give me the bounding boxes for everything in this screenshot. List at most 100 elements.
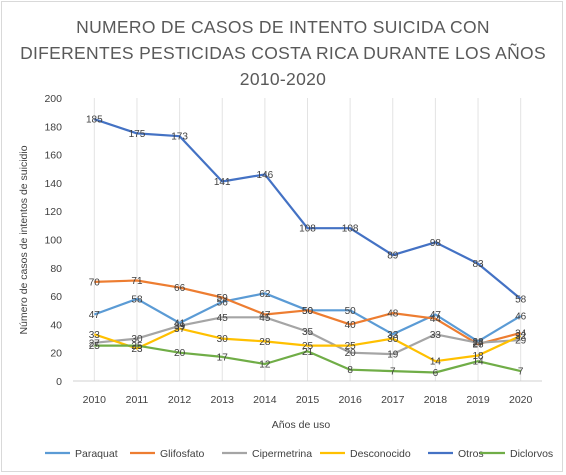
data-label-desconocido: 14 (430, 357, 442, 368)
chart-title-line-1: NUMERO DE CASOS DE INTENTO SUICIDA CON (76, 17, 490, 37)
y-tick-label: 60 (50, 291, 62, 303)
data-label-diclorvos: 17 (217, 352, 229, 363)
data-label-paraquat: 47 (430, 310, 442, 321)
data-label-paraquat: 50 (345, 306, 357, 317)
data-label-cipermetrina: 29 (515, 335, 527, 346)
data-label-otros: 108 (342, 224, 359, 235)
chart-title-line-3: 2010-2020 (239, 69, 327, 89)
y-tick-label: 20 (50, 348, 62, 360)
series-line-otros (93, 118, 522, 300)
data-label-cipermetrina: 33 (430, 330, 442, 341)
data-label-glifosfato: 40 (345, 320, 357, 331)
y-tick-label: 120 (44, 206, 62, 218)
data-label-desconocido: 30 (217, 334, 229, 345)
series-lines (93, 118, 522, 374)
y-tick-label: 0 (56, 376, 62, 388)
chart-title: NUMERO DE CASOS DE INTENTO SUICIDA CON D… (0, 14, 566, 92)
data-label-otros: 98 (430, 238, 442, 249)
data-label-glifosfato: 44 (430, 314, 442, 325)
legend-label-diclorvos: Diclorvos (510, 448, 553, 460)
x-tick-label: 2017 (381, 394, 405, 406)
y-axis-label: Número de casos de intentos de suicidio (18, 145, 30, 334)
data-label-diclorvos: 7 (390, 367, 396, 378)
data-label-paraquat: 28 (472, 337, 484, 348)
data-label-paraquat: 41 (174, 318, 186, 329)
data-label-desconocido: 25 (345, 341, 357, 352)
x-tick-label: 2013 (211, 394, 235, 406)
data-label-otros: 83 (472, 259, 484, 270)
series-line-diclorvos (94, 344, 521, 374)
data-label-glifosfato: 50 (302, 306, 314, 317)
data-label-otros: 146 (257, 170, 274, 181)
x-tick-label: 2019 (466, 394, 490, 406)
x-tick-label: 2016 (338, 394, 362, 406)
legend-label-cipermetrina: Cipermetrina (252, 448, 312, 460)
y-tick-label: 160 (44, 150, 62, 162)
data-label-glifosfato: 48 (387, 309, 399, 320)
x-tick-label: 2011 (126, 394, 149, 406)
y-tick-label: 40 (50, 319, 62, 331)
data-label-cipermetrina: 39 (174, 321, 186, 332)
x-axis-label: Años de uso (272, 419, 331, 431)
legend-label-paraquat: Paraquat (75, 448, 118, 460)
data-label-glifosfato: 26 (472, 340, 484, 351)
data-label-paraquat: 62 (259, 289, 271, 300)
data-label-otros: 58 (515, 294, 527, 305)
data-label-diclorvos: 21 (302, 347, 314, 358)
data-label-paraquat: 47 (89, 310, 101, 321)
data-label-glifosfato: 66 (174, 283, 186, 294)
data-label-desconocido: 28 (259, 337, 271, 348)
data-label-paraquat: 56 (217, 297, 229, 308)
y-tick-label: 100 (44, 235, 62, 247)
x-tick-label: 2012 (168, 394, 192, 406)
data-label-cipermetrina: 35 (302, 327, 314, 338)
data-label-desconocido: 18 (472, 351, 484, 362)
data-label-otros: 173 (171, 132, 188, 143)
data-label-diclorvos: 25 (131, 341, 143, 352)
data-label-cipermetrina: 27 (89, 338, 101, 349)
data-label-paraquat: 33 (387, 330, 399, 341)
x-tick-label: 2014 (253, 394, 277, 406)
y-tick-label: 200 (44, 93, 62, 105)
data-label-desconocido: 33 (89, 330, 101, 341)
data-label-glifosfato: 71 (131, 276, 143, 287)
y-tick-label: 180 (44, 121, 62, 133)
data-label-otros: 89 (387, 251, 399, 262)
data-label-desconocido: 30 (387, 334, 399, 345)
data-label-diclorvos: 25 (89, 341, 101, 352)
data-label-paraquat: 46 (515, 311, 527, 322)
data-label-paraquat: 58 (131, 294, 143, 305)
data-label-cipermetrina: 45 (217, 313, 229, 324)
data-label-cipermetrina: 45 (259, 313, 271, 324)
data-label-cipermetrina: 27 (472, 338, 484, 349)
series-line-cipermetrina (94, 316, 521, 356)
data-label-diclorvos: 20 (174, 348, 186, 359)
data-label-glifosfato: 70 (89, 277, 101, 288)
series-line-desconocido (93, 327, 522, 363)
x-tick-label: 2020 (509, 394, 533, 406)
chart-title-line-2: DIFERENTES PESTICIDAS COSTA RICA DURANTE… (20, 43, 546, 63)
legend-label-otros: Otros (458, 448, 484, 460)
series-line-glifosfato (94, 279, 521, 346)
data-label-cipermetrina: 30 (131, 334, 143, 345)
data-label-glifosfato: 34 (515, 328, 527, 339)
data-label-diclorvos: 6 (433, 368, 439, 379)
legend-label-desconocido: Desconocido (350, 448, 411, 460)
data-label-otros: 108 (299, 224, 316, 235)
legend: Paraquat Glifosfato Cipermetrina Desconocid… (45, 448, 553, 460)
data-label-paraquat: 50 (302, 306, 314, 317)
data-label-diclorvos: 12 (259, 360, 271, 371)
data-label-glifosfato: 59 (217, 293, 229, 304)
data-label-desconocido: 37 (174, 324, 186, 335)
data-label-otros: 185 (86, 115, 103, 126)
data-label-cipermetrina: 19 (387, 350, 399, 361)
data-label-cipermetrina: 20 (345, 348, 357, 359)
x-tick-label: 2010 (83, 394, 107, 406)
data-label-otros: 141 (214, 177, 231, 188)
data-label-desconocido: 25 (302, 341, 314, 352)
y-tick-label: 80 (50, 263, 62, 275)
data-label-diclorvos: 7 (518, 367, 524, 378)
